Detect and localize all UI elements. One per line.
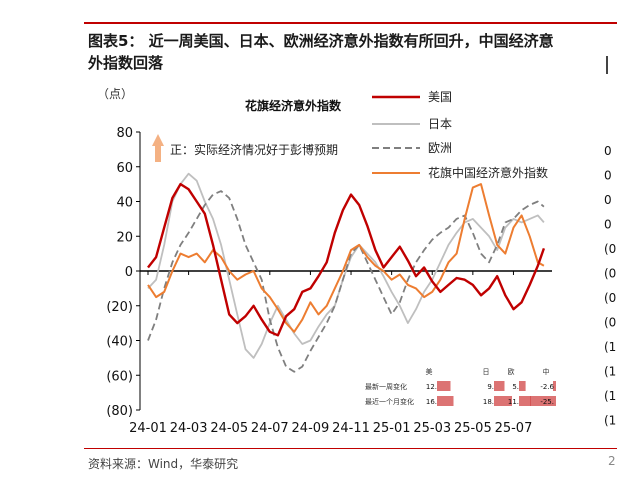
table-value: 9. [487, 383, 494, 391]
cropped-axis-fragment: (1 [604, 340, 616, 354]
table-value: 16. [426, 398, 437, 406]
table-value-bar [530, 396, 556, 406]
positive-annotation: 正：实际经济情况好于彭博预期 [170, 142, 338, 157]
cropped-axis-fragment: 0 [604, 193, 612, 207]
inner-chart-title: 花旗经济意外指数 [245, 98, 342, 113]
header-rule [84, 22, 617, 24]
table-row-label: 最新一周变化 [365, 382, 407, 391]
unit-label: （点） [97, 87, 133, 101]
table-header: 中 [543, 367, 550, 376]
y-tick-label: (40) [106, 335, 133, 350]
page-number-fragment: 2 [608, 454, 616, 468]
series-line-europe [147, 190, 545, 373]
legend-label-us: 美国 [428, 90, 452, 104]
y-tick-label: 40 [116, 196, 133, 211]
source-note: 资料来源：Wind，华泰研究 [88, 457, 239, 471]
cropped-edge-mark [606, 56, 608, 74]
x-tick-label: 24-05 [210, 421, 248, 436]
x-tick-label: 24-03 [170, 421, 208, 436]
x-tick-label: 25-03 [413, 421, 451, 436]
y-tick-label: (60) [106, 369, 133, 384]
x-tick-label: 24-09 [292, 421, 330, 436]
y-tick-label: (80) [106, 404, 133, 419]
x-tick-label: 25-05 [454, 421, 492, 436]
figure-title: 图表5： 近一周美国、日本、欧洲经济意外指数有所回升，中国经济意 外指数回落 [88, 30, 593, 74]
table-header: 欧 [508, 367, 515, 376]
table-value-bar [519, 381, 526, 391]
table-value: 12. [426, 383, 437, 391]
x-tick-label: 24-07 [251, 421, 289, 436]
y-tick-label: 80 [116, 126, 133, 141]
table-header: 美 [426, 367, 433, 376]
y-tick-label: 20 [116, 230, 133, 245]
cropped-axis-fragment: (0 [604, 316, 616, 330]
table-value: 11. [508, 398, 519, 406]
table-header: 日 [483, 368, 490, 376]
cropped-axis-fragment: (0 [604, 291, 616, 305]
table-value-bar [553, 381, 556, 391]
series-group [147, 172, 546, 373]
legend-label-china: 花旗中国经济意外指数 [428, 165, 548, 180]
table-value-bar [437, 396, 454, 406]
y-tick-label: (20) [106, 300, 133, 315]
cropped-axis-fragment: 0 [604, 169, 612, 183]
cropped-axis-fragment: (0 [604, 267, 616, 281]
footer-rule [84, 448, 617, 449]
y-tick-label: 60 [116, 161, 133, 176]
table-value: 18. [483, 398, 494, 406]
table-row-label: 最近一个月变化 [365, 397, 414, 406]
title-line-1: 图表5： 近一周美国、日本、欧洲经济意外指数有所回升，中国经济意 [88, 32, 554, 50]
cropped-axis-fragment: (0 [604, 242, 616, 256]
legend-label-japan: 日本 [428, 117, 452, 131]
table-value: 5. [512, 383, 519, 391]
table-value-bar [494, 381, 505, 391]
up-arrow-icon [152, 134, 164, 162]
table-value-bar [437, 381, 451, 391]
cropped-axis-fragment: (1 [604, 389, 616, 403]
cropped-axis-fragment: 0 [604, 144, 612, 158]
x-tick-label: 25-07 [495, 421, 533, 436]
table-value-bar [519, 396, 531, 406]
title-line-2: 外指数回落 [88, 54, 164, 72]
x-tick-label: 24-11 [332, 421, 370, 436]
x-tick-label: 24-01 [129, 421, 167, 436]
table-value-bar [494, 396, 512, 406]
legend-label-europe: 欧洲 [428, 141, 452, 155]
y-tick-label: 0 [125, 265, 133, 280]
cropped-axis-fragment: 0 [604, 218, 612, 232]
table-value: -25. [540, 398, 554, 406]
cropped-axis-fragment: (1 [604, 365, 616, 379]
series-line-us [147, 182, 546, 337]
cropped-axis-fragment: (1 [604, 414, 616, 428]
x-tick-label: 25-01 [373, 421, 411, 436]
table-value: -2.6 [540, 383, 554, 391]
